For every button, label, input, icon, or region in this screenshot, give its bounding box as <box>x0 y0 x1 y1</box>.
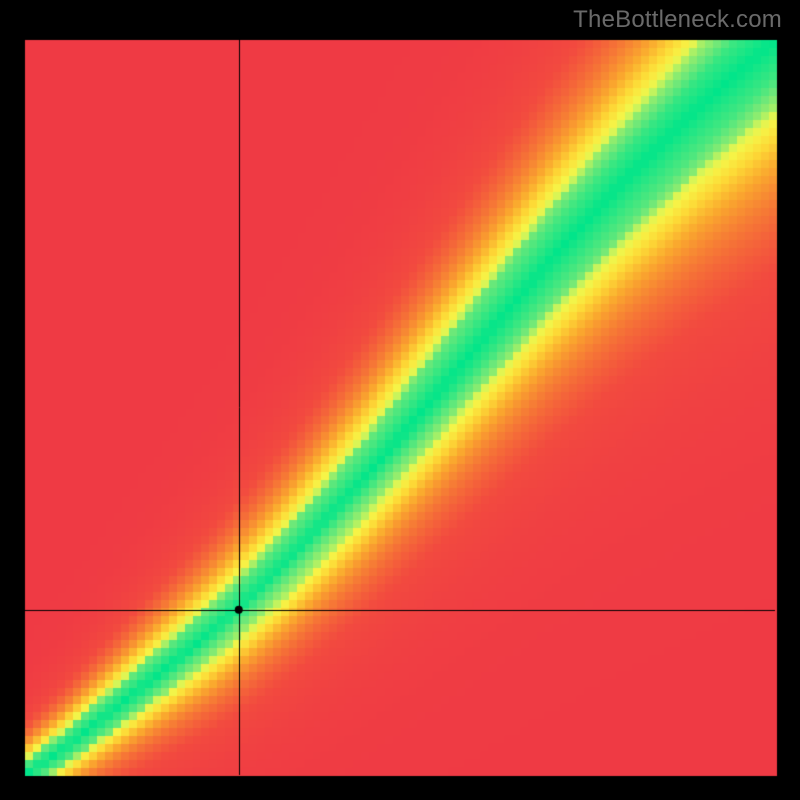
watermark-text: TheBottleneck.com <box>573 6 782 34</box>
heatmap-chart <box>0 0 800 800</box>
